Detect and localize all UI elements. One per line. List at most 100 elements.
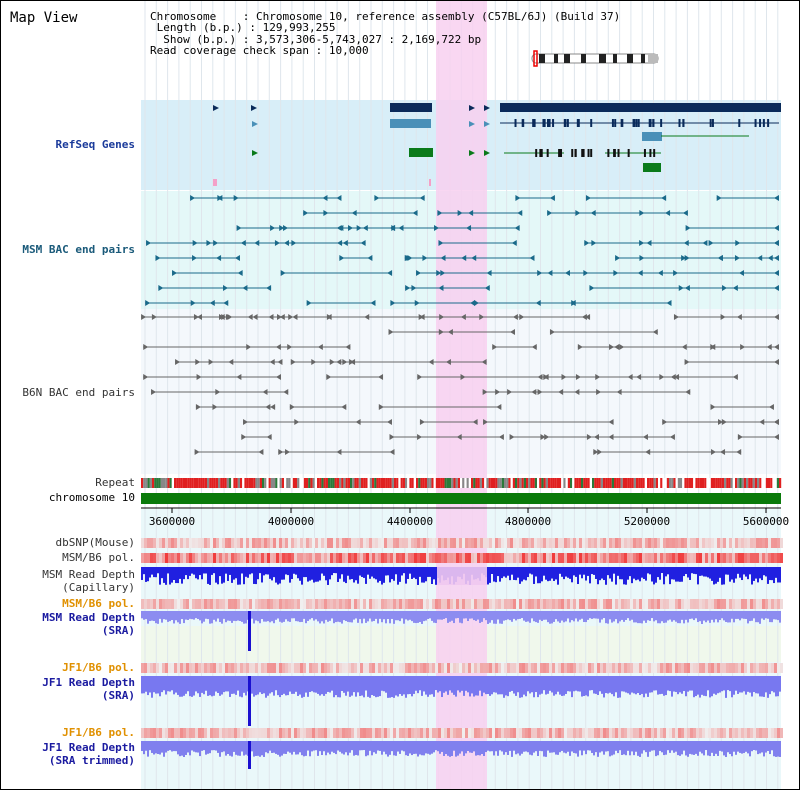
repeat-segment xyxy=(548,478,551,488)
heat-cell xyxy=(486,599,489,609)
bac-end xyxy=(732,374,738,380)
repeat-segment xyxy=(510,478,513,488)
repeat-segment xyxy=(526,478,529,488)
depth-bar xyxy=(261,618,263,620)
repeat-segment xyxy=(704,478,707,488)
depth-bar xyxy=(671,690,673,697)
depth-bar xyxy=(515,750,517,755)
heat-cell xyxy=(588,553,591,563)
repeat-segment xyxy=(576,478,579,488)
depth-bar xyxy=(145,618,147,620)
small-mark xyxy=(213,179,217,186)
bac-end xyxy=(390,300,396,306)
depth-bar xyxy=(487,567,489,585)
depth-bar xyxy=(263,618,265,622)
depth-bar xyxy=(207,618,209,620)
repeat-segment xyxy=(347,478,350,488)
heat-cell xyxy=(705,538,708,548)
track-label-dbsnp[interactable]: dbSNP(Mouse) xyxy=(55,536,135,549)
depth-bar xyxy=(435,618,437,624)
repeat-segment xyxy=(614,478,617,488)
heat-cell xyxy=(558,538,561,548)
track-label-jf1-b6-pol[interactable]: JF1/B6 pol. xyxy=(62,661,135,674)
track-label-jf1-b6-pol-2[interactable]: JF1/B6 pol. xyxy=(62,726,135,739)
depth-bar xyxy=(445,690,447,692)
heat-cell xyxy=(231,599,234,609)
heat-cell xyxy=(564,538,567,548)
heat-cell xyxy=(600,538,603,548)
depth-bar xyxy=(263,750,265,757)
depth-bar xyxy=(773,618,775,620)
track-label-jf1-depth-sra-sub: (SRA) xyxy=(101,689,135,702)
heat-cell xyxy=(156,599,159,609)
heat-cell xyxy=(357,599,360,609)
depth-bar xyxy=(183,750,185,757)
depth-bar xyxy=(481,618,483,622)
depth-bar xyxy=(313,618,315,621)
depth-bar xyxy=(317,567,319,582)
heat-cell xyxy=(732,538,735,548)
heat-cell xyxy=(642,553,645,563)
depth-bar xyxy=(213,618,215,620)
heat-cell xyxy=(585,599,588,609)
depth-bar xyxy=(531,690,533,693)
depth-bar xyxy=(673,618,675,621)
depth-bar xyxy=(331,690,333,691)
track-label-jf1-depth-sra[interactable]: JF1 Read Depth xyxy=(42,676,135,689)
repeat-segment xyxy=(174,478,177,488)
track-label-msm-depth-sra[interactable]: MSM Read Depth xyxy=(42,611,135,624)
track-label-b6n-bac[interactable]: B6N BAC end pairs xyxy=(22,386,135,399)
depth-bar xyxy=(235,618,237,622)
heat-cell xyxy=(204,728,207,738)
track-label-refseq[interactable]: RefSeq Genes xyxy=(55,138,135,151)
depth-bar xyxy=(269,750,271,751)
repeat-segment xyxy=(354,478,357,488)
bac-end xyxy=(669,434,675,440)
depth-bar xyxy=(697,618,699,623)
heat-cell xyxy=(636,553,639,563)
depth-bar xyxy=(549,618,551,624)
heat-cell xyxy=(237,538,240,548)
depth-bar xyxy=(555,567,557,580)
track-label-jf1-depth-trim[interactable]: JF1 Read Depth xyxy=(42,741,135,754)
depth-bar xyxy=(739,567,741,578)
heat-cell xyxy=(291,553,294,563)
heat-cell xyxy=(618,663,621,673)
depth-bar xyxy=(395,618,397,621)
depth-bar xyxy=(639,567,641,582)
heat-cell xyxy=(762,728,765,738)
repeat-segment xyxy=(413,478,416,488)
depth-bar xyxy=(739,690,741,693)
heat-cell xyxy=(426,728,429,738)
heat-cell xyxy=(738,728,741,738)
track-label-msm-depth-cap[interactable]: MSM Read Depth xyxy=(42,568,135,581)
heat-cell xyxy=(747,663,750,673)
track-label-chromosome[interactable]: chromosome 10 xyxy=(48,491,135,504)
heat-cell xyxy=(765,728,768,738)
heat-cell xyxy=(654,599,657,609)
depth-bar xyxy=(385,690,387,693)
heat-cell xyxy=(708,728,711,738)
bac-end xyxy=(194,449,200,455)
exon xyxy=(540,149,543,157)
depth-bar xyxy=(699,750,701,752)
depth-bar xyxy=(691,567,693,574)
depth-bar xyxy=(319,567,321,581)
depth-bar xyxy=(691,690,693,691)
depth-bar xyxy=(565,567,567,577)
bac-end xyxy=(584,240,590,246)
track-label-repeat[interactable]: Repeat xyxy=(95,476,135,489)
track-label-msm-b6-pol-2[interactable]: MSM/B6 pol. xyxy=(62,597,135,610)
exon xyxy=(539,149,542,157)
depth-bar xyxy=(545,618,547,620)
track-label-msm-b6-pol[interactable]: MSM/B6 pol. xyxy=(62,551,135,564)
heat-cell xyxy=(675,599,678,609)
heat-cell xyxy=(474,553,477,563)
heat-cell xyxy=(669,599,672,609)
track-label-msm-bac[interactable]: MSM BAC end pairs xyxy=(22,243,135,256)
depth-bar xyxy=(709,567,711,579)
depth-bar xyxy=(341,618,343,624)
heat-cell xyxy=(471,599,474,609)
heat-cell xyxy=(375,599,378,609)
